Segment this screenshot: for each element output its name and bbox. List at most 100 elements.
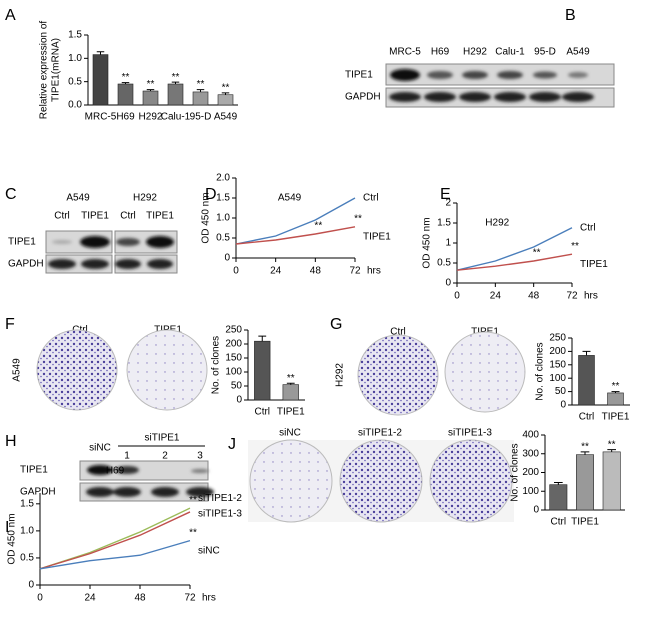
- significance: **: [581, 442, 589, 453]
- series-label: siNC: [198, 545, 220, 556]
- x-tick-label: Ctrl: [254, 407, 270, 418]
- line: [235, 226, 356, 245]
- y-tick-label: 1.5: [437, 218, 451, 229]
- y-tick-label: 50: [555, 386, 567, 397]
- bar: [578, 355, 595, 406]
- panel-letter: I: [5, 519, 9, 536]
- y-tick-label: 2.0: [216, 173, 230, 184]
- x-tick-label: A549: [214, 112, 238, 123]
- lane-label: 2: [162, 451, 168, 462]
- y-axis-label: OD 450 nm: [201, 192, 212, 243]
- cell-label: A549: [12, 358, 23, 382]
- y-tick-label: 1: [445, 238, 451, 249]
- bar: [192, 91, 209, 106]
- error-bar: [607, 449, 616, 452]
- x-tick-label: 72: [349, 266, 361, 277]
- y-tick-label: 0: [533, 505, 539, 516]
- x-tick-label: TIPE1: [602, 412, 630, 423]
- group-label: H292: [133, 193, 157, 204]
- bar: [167, 83, 184, 106]
- photos-f: Ctrl TIPE1 A549: [12, 325, 208, 411]
- y-tick-label: 0: [560, 400, 566, 411]
- bands: [389, 69, 594, 102]
- y-axis-label: Relative expression of: [39, 21, 50, 120]
- chart-title: H292: [485, 218, 509, 229]
- y-tick-label: 0: [445, 278, 451, 289]
- significance: **: [197, 79, 205, 90]
- x-tick-label: 48: [134, 593, 146, 604]
- photo-label: siNC: [279, 428, 301, 439]
- x-tick-label: TIPE1: [277, 407, 305, 418]
- error-bar: [221, 92, 230, 95]
- x-axis-label: hrs: [584, 291, 598, 302]
- x-tick-label: H69: [116, 112, 135, 123]
- significance: **: [533, 248, 541, 259]
- error-bar: [582, 350, 591, 356]
- significance: **: [122, 72, 130, 83]
- significance: **: [189, 495, 197, 506]
- y-axis-label: OD 450 nm: [422, 217, 433, 268]
- y-tick-label: 250: [549, 333, 566, 344]
- x-tick-label: 48: [310, 266, 322, 277]
- y-tick-label: 2: [445, 198, 451, 209]
- bar: [117, 83, 134, 106]
- y-tick-label: 1.5: [20, 498, 34, 509]
- y-tick-label: 200: [522, 467, 539, 478]
- y-tick-label: 1.5: [216, 193, 230, 204]
- blot-c: C A549 H292 Ctrl TIPE1 Ctrl TIPE1 TIPE1 …: [5, 186, 178, 274]
- photo-label: siTIPE1-2: [358, 428, 402, 439]
- group-label: siTIPE1: [144, 433, 179, 444]
- y-tick-label: 0.0: [68, 100, 82, 111]
- lane-label: siNC: [89, 443, 111, 454]
- series-label: Ctrl: [580, 222, 596, 233]
- lane-label: H292: [463, 47, 487, 58]
- x-tick-label: 0: [233, 266, 239, 277]
- lane-label: 3: [197, 451, 203, 462]
- blot-b: B MRC-5 H69 H292 Calu-1 95-D A549 TIPE1 …: [345, 7, 615, 108]
- error-bar: [146, 89, 155, 91]
- bar: [92, 54, 109, 106]
- y-axis-label: No. of clones: [211, 336, 222, 394]
- line: [39, 511, 191, 570]
- y-tick-label: 200: [549, 346, 566, 357]
- cell-label: H292: [335, 363, 346, 387]
- well: [36, 329, 118, 411]
- significance: **: [608, 439, 616, 450]
- line: [235, 197, 356, 245]
- y-tick-label: 0.5: [216, 233, 230, 244]
- x-tick-label: 24: [270, 266, 282, 277]
- lane-label: H69: [431, 47, 450, 58]
- x-tick-label: 0: [37, 593, 43, 604]
- chart-title: H69: [106, 466, 125, 477]
- y-tick-label: 250: [225, 325, 242, 336]
- row-label: TIPE1: [20, 465, 48, 476]
- x-tick-label: 72: [566, 291, 578, 302]
- error-bar: [580, 451, 590, 455]
- significance: **: [287, 373, 295, 384]
- bar: [549, 484, 568, 511]
- lane-label: Ctrl: [120, 211, 136, 222]
- lane-label: TIPE1: [81, 211, 109, 222]
- bar: [576, 454, 594, 511]
- error-bar: [171, 81, 180, 84]
- y-tick-label: 1.0: [20, 526, 34, 537]
- bar: [254, 340, 271, 401]
- x-tick-label: 24: [84, 593, 96, 604]
- y-tick-label: 100: [549, 373, 566, 384]
- error-bar: [611, 391, 620, 393]
- x-tick-label: Ctrl: [551, 517, 567, 528]
- series-label: siTIPE1-3: [198, 509, 242, 520]
- line: [456, 253, 573, 271]
- lane-label: MRC-5: [389, 47, 421, 58]
- group-label: A549: [66, 193, 90, 204]
- row-label: TIPE1: [345, 70, 373, 81]
- significance: **: [189, 527, 197, 538]
- y-tick-label: 50: [231, 381, 243, 392]
- x-tick-label: MRC-5: [85, 112, 117, 123]
- row-label: GAPDH: [345, 92, 381, 103]
- lane-label: Calu-1: [495, 47, 525, 58]
- bar: [142, 90, 159, 106]
- significance: **: [612, 381, 620, 392]
- bar: [602, 451, 621, 511]
